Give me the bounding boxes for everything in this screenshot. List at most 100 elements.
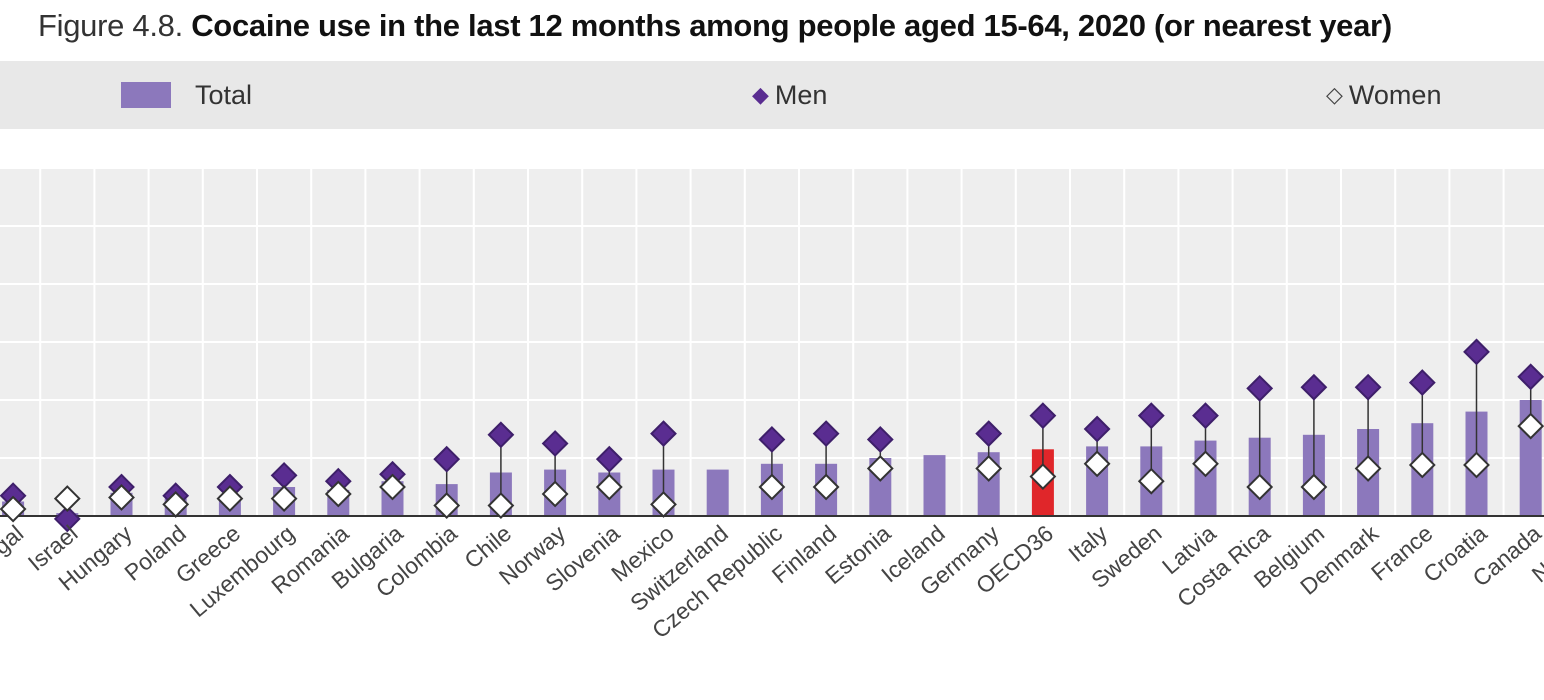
marker-men-gal	[0, 482, 27, 510]
bar-oecd36	[1031, 449, 1054, 516]
marker-men-slovenia	[595, 445, 623, 473]
marker-men-italy	[1083, 415, 1111, 443]
legend-men: ◆ Men	[752, 61, 827, 129]
bar-mexico	[652, 469, 675, 516]
bar-slovenia	[598, 472, 621, 516]
marker-women-oecd36	[1029, 463, 1057, 490]
legend-total: Total	[121, 61, 252, 129]
marker-women-mexico	[650, 490, 677, 518]
marker-men-czech-republic	[758, 426, 786, 453]
bar-romania	[327, 489, 350, 516]
category-label: Estonia	[820, 520, 896, 589]
category-label: Croatia	[1418, 520, 1492, 588]
chart-title: Figure 4.8. Cocaine use in the last 12 m…	[38, 6, 1392, 46]
bar-canada	[1519, 400, 1542, 516]
legend-total-label: Total	[195, 79, 253, 110]
marker-men-greece	[216, 473, 244, 501]
marker-women-germany	[975, 455, 1003, 482]
marker-men-chile	[487, 421, 515, 449]
marker-men-germany	[975, 420, 1003, 448]
bar-switzerland	[706, 469, 729, 516]
category-label: Finland	[767, 520, 842, 588]
legend-women-diamond-icon: ◇	[1326, 82, 1343, 107]
marker-women-latvia	[1192, 450, 1219, 478]
legend-women-label: Women	[1348, 79, 1442, 110]
marker-men-norway	[541, 430, 569, 457]
category-label: Mexico	[606, 520, 679, 587]
marker-women-czech-republic	[758, 473, 786, 501]
marker-women-canada	[1517, 412, 1544, 440]
marker-men-poland	[162, 482, 190, 510]
marker-women-greece	[216, 485, 244, 513]
bar-france	[1411, 423, 1434, 516]
bar-colombia	[435, 484, 458, 516]
category-label: Germany	[915, 520, 1005, 601]
category-label: Poland	[119, 520, 191, 586]
marker-women-slovenia	[595, 473, 623, 501]
marker-women-denmark	[1354, 455, 1382, 482]
bar-iceland	[923, 455, 946, 516]
category-label: Israel	[23, 520, 83, 576]
marker-men-canada	[1517, 363, 1544, 391]
figure-number: Figure 4.8.	[38, 8, 183, 43]
category-label: Sweden	[1086, 520, 1166, 593]
marker-men-denmark	[1354, 373, 1382, 401]
bar-bulgaria	[381, 481, 404, 516]
marker-men-oecd36	[1029, 402, 1057, 430]
marker-women-romania	[324, 480, 352, 508]
category-label: Chile	[459, 520, 516, 574]
category-label: Belgium	[1249, 520, 1329, 593]
marker-men-france	[1408, 369, 1436, 397]
category-label: France	[1366, 520, 1438, 586]
category-label: Hungary	[53, 520, 137, 596]
category-label: OECD36	[971, 520, 1058, 599]
marker-men-luxembourg	[270, 461, 298, 489]
bar-luxembourg	[273, 487, 296, 516]
legend-women: ◇ Women	[1326, 61, 1441, 129]
bar-greece	[218, 495, 241, 516]
category-label: Italy	[1063, 520, 1112, 567]
marker-men-bulgaria	[379, 460, 406, 488]
category-label: Costa Rica	[1172, 520, 1275, 612]
marker-women-italy	[1083, 450, 1111, 478]
marker-men-finland	[812, 420, 840, 448]
marker-men-colombia	[433, 445, 461, 473]
marker-women-norway	[541, 480, 569, 508]
marker-women-costa-rica	[1246, 473, 1274, 501]
legend-men-label: Men	[774, 79, 828, 110]
marker-women-poland	[162, 490, 190, 518]
category-label: Switzerland	[625, 520, 733, 616]
bar-costa-rica	[1248, 437, 1271, 516]
legend-men-diamond-icon: ◆	[752, 82, 769, 107]
marker-men-latvia	[1192, 402, 1219, 430]
category-label: Netherl	[1527, 520, 1544, 588]
marker-women-croatia	[1463, 451, 1490, 479]
marker-women-chile	[487, 492, 515, 519]
plot-background	[0, 168, 1544, 516]
marker-men-sweden	[1137, 402, 1165, 430]
marker-women-sweden	[1137, 467, 1165, 495]
marker-women-belgium	[1300, 473, 1328, 501]
bar-denmark	[1357, 429, 1380, 516]
bar-hungary	[110, 492, 133, 516]
category-label: Colombia	[371, 520, 462, 603]
category-label: Greece	[171, 520, 246, 588]
marker-women-estonia	[866, 455, 894, 482]
legend-total-swatch	[121, 82, 171, 108]
bar-italy	[1086, 446, 1109, 516]
category-label: Canada	[1467, 520, 1544, 592]
category-label: Bulgaria	[326, 520, 408, 594]
bar-israel	[56, 513, 79, 516]
marker-women-bulgaria	[379, 473, 406, 501]
category-label: Denmark	[1295, 520, 1384, 600]
marker-women-luxembourg	[270, 485, 298, 513]
marker-women-israel	[53, 485, 81, 513]
marker-men-mexico	[650, 420, 677, 448]
bar-germany	[977, 452, 1000, 516]
bar-poland	[164, 498, 187, 516]
marker-women-hungary	[108, 484, 135, 511]
bar-latvia	[1194, 440, 1217, 516]
bar-gal	[2, 501, 25, 516]
marker-women-france	[1408, 451, 1436, 479]
marker-men-costa-rica	[1246, 374, 1274, 402]
